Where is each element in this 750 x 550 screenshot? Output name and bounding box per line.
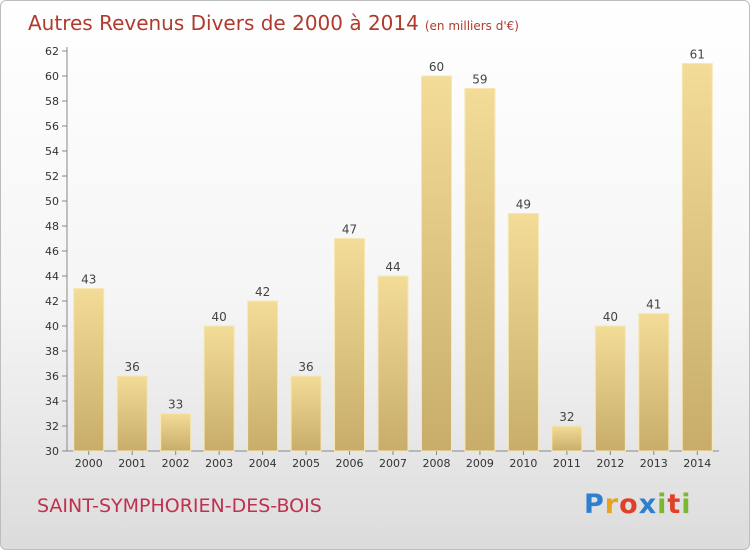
bar	[681, 63, 713, 452]
bar	[377, 275, 409, 452]
proxiti-logo: Proxiti	[584, 489, 692, 520]
logo-letter: i	[657, 489, 668, 520]
bar-value-label: 36	[298, 360, 313, 374]
x-tick-label: 2000	[75, 457, 103, 470]
logo-letter: r	[604, 489, 620, 520]
y-tick-label: 40	[45, 320, 59, 333]
bar-value-label: 42	[255, 285, 270, 299]
x-tick-label: 2002	[162, 457, 190, 470]
y-tick-label: 42	[45, 295, 59, 308]
x-tick-label: 2007	[379, 457, 407, 470]
x-tick-label: 2006	[336, 457, 364, 470]
bar-value-label: 61	[690, 48, 705, 62]
x-tick-label: 2009	[466, 457, 494, 470]
x-tick-label: 2011	[553, 457, 581, 470]
y-tick-label: 52	[45, 170, 59, 183]
bar	[551, 425, 583, 452]
logo-letter: x	[638, 489, 658, 520]
chart-title-text: Autres Revenus Divers de 2000 à 2014	[28, 11, 419, 35]
bar	[247, 300, 279, 452]
bar-value-label: 44	[385, 260, 400, 274]
bar-value-label: 43	[81, 273, 96, 287]
x-tick-label: 2010	[509, 457, 537, 470]
bar-value-label: 47	[342, 223, 357, 237]
bar-value-label: 36	[125, 360, 140, 374]
y-tick-label: 58	[45, 95, 59, 108]
x-tick-label: 2012	[596, 457, 624, 470]
bar-value-label: 41	[646, 298, 661, 312]
bar	[420, 75, 452, 452]
bar	[203, 325, 235, 452]
y-tick-label: 46	[45, 245, 59, 258]
bar	[334, 238, 366, 452]
bar-value-label: 40	[211, 310, 226, 324]
y-tick-label: 32	[45, 420, 59, 433]
bar-value-label: 59	[472, 73, 487, 87]
x-tick-label: 2008	[422, 457, 450, 470]
bar-value-label: 49	[516, 198, 531, 212]
bar	[290, 375, 322, 452]
bar-value-label: 40	[603, 310, 618, 324]
y-tick-label: 62	[45, 45, 59, 58]
x-tick-label: 2013	[640, 457, 668, 470]
y-tick-label: 50	[45, 195, 59, 208]
x-tick-label: 2003	[205, 457, 233, 470]
logo-letter: P	[584, 489, 605, 520]
chart-unit: (en milliers d'€)	[424, 19, 519, 33]
bar	[116, 375, 148, 452]
bar	[507, 213, 539, 452]
bar	[594, 325, 626, 452]
y-tick-label: 38	[45, 345, 59, 358]
bar-value-label: 60	[429, 60, 444, 74]
x-tick-label: 2004	[249, 457, 277, 470]
bar-value-label: 33	[168, 398, 183, 412]
town-name: SAINT-SYMPHORIEN-DES-BOIS	[37, 495, 322, 517]
bar-value-label: 32	[559, 410, 574, 424]
logo-letter: o	[619, 489, 639, 520]
y-tick-label: 48	[45, 220, 59, 233]
logo-letter: t	[667, 489, 682, 520]
y-tick-label: 56	[45, 120, 59, 133]
x-tick-label: 2005	[292, 457, 320, 470]
bar	[464, 88, 496, 452]
logo-letter: i	[681, 489, 692, 520]
y-tick-label: 36	[45, 370, 59, 383]
bar	[73, 288, 105, 452]
y-tick-label: 60	[45, 70, 59, 83]
y-tick-label: 34	[45, 395, 59, 408]
chart-title: Autres Revenus Divers de 2000 à 2014 (en …	[28, 11, 519, 35]
y-tick-label: 44	[45, 270, 59, 283]
bar	[160, 413, 192, 452]
x-tick-label: 2001	[118, 457, 146, 470]
x-tick-label: 2014	[683, 457, 711, 470]
bar	[638, 313, 670, 452]
y-tick-label: 30	[45, 445, 59, 458]
y-tick-label: 54	[45, 145, 59, 158]
